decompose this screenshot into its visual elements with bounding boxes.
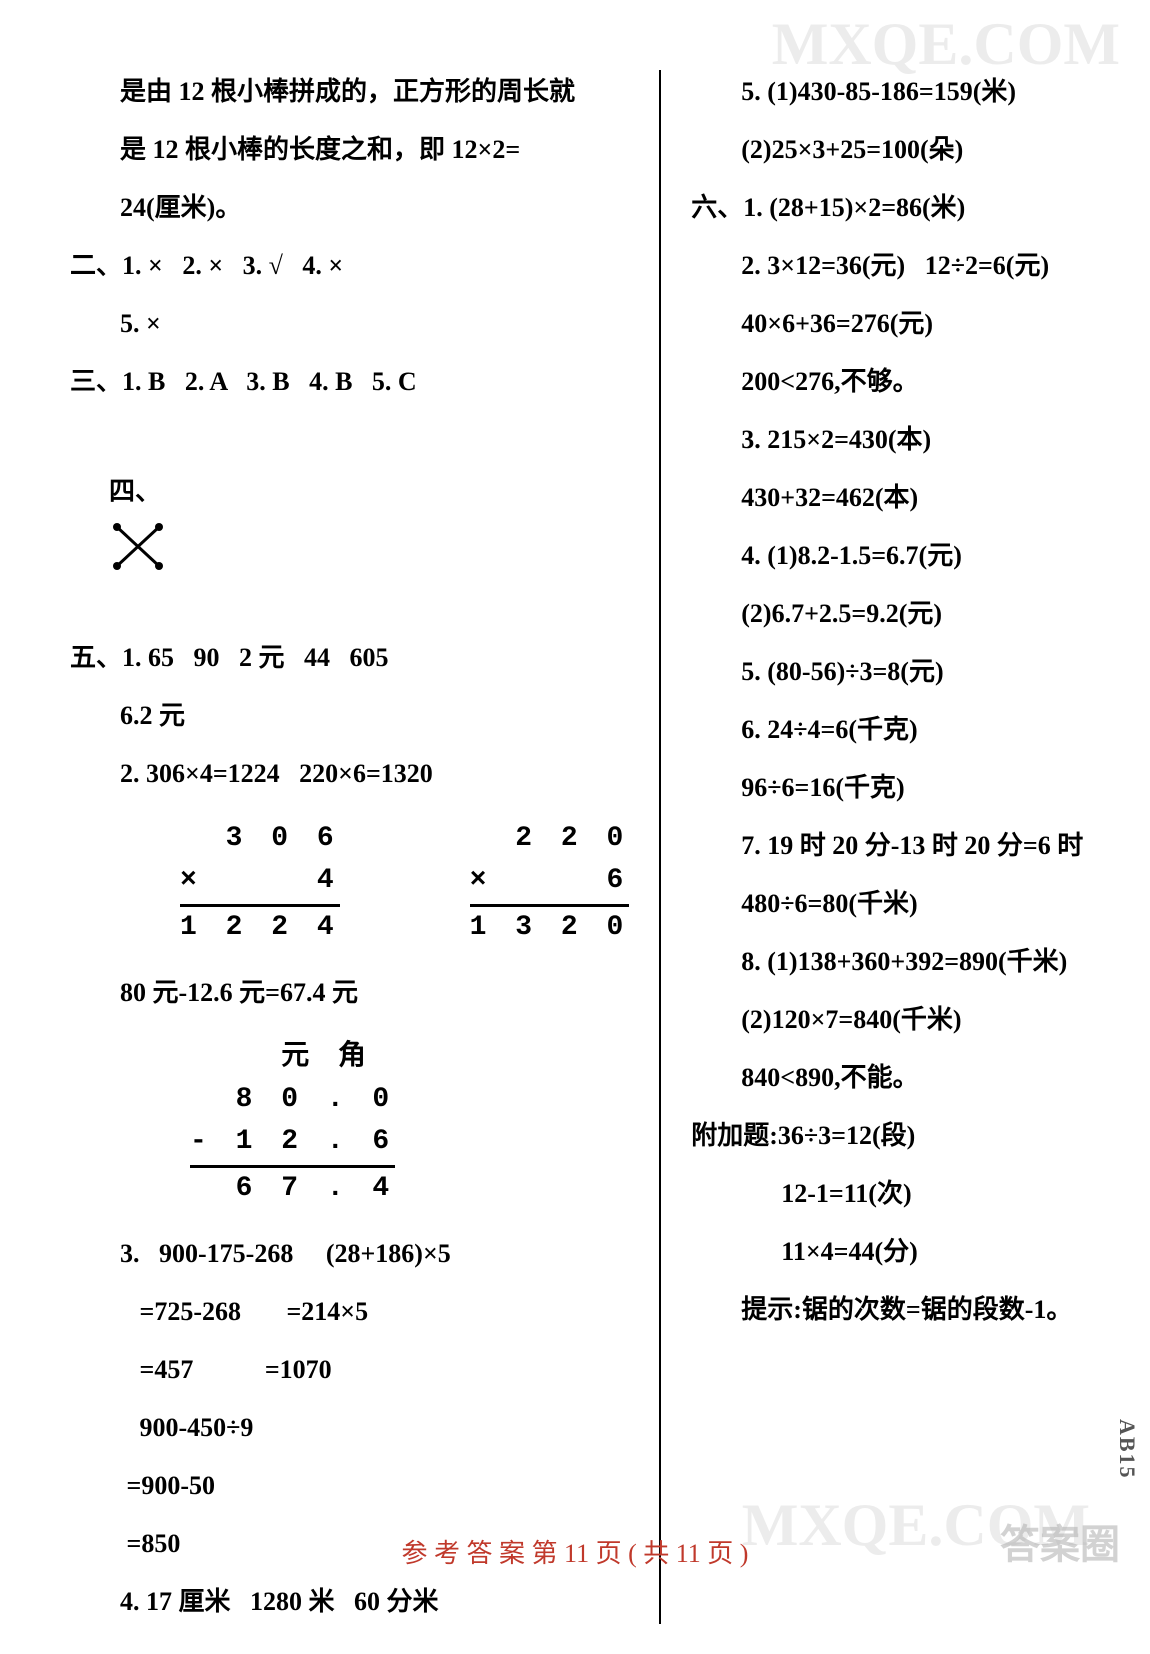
section-4: 四、 [70,414,629,626]
section-5-3c: =457 =1070 [70,1344,629,1396]
brand-watermark: 答案圈 [1000,1512,1120,1570]
calc-row: × 4 [180,860,340,902]
calc-row: 8 0 . 0 [190,1079,395,1121]
r6-1: 六、1. (28+15)×2=86(米) [691,182,1100,234]
section-5-1b: 6.2 元 [70,690,629,742]
hint-line: 提示:锯的次数=锯的段数-1。 [691,1284,1100,1336]
page-footer: 参 考 答 案 第 11 页 ( 共 11 页 ) [0,1533,1150,1570]
r6-7a: 7. 19 时 20 分-13 时 20 分=6 时 [691,820,1100,872]
section-5-3e: =900-50 [70,1460,629,1512]
calc-row: 6 7 . 4 [190,1165,395,1210]
r5-1: 5. (1)430-85-186=159(米) [691,66,1100,118]
cross-match-icon [109,519,189,574]
r6-4b: (2)6.7+2.5=9.2(元) [691,588,1100,640]
left-column: 是由 12 根小棒拼成的，正方形的周长就 是 12 根小棒的长度之和，即 12×… [70,60,659,1634]
r6-3a: 3. 215×2=430(本) [691,414,1100,466]
r6-4a: 4. (1)8.2-1.5=6.7(元) [691,530,1100,582]
section-5-3a: 3. 900-175-268 (28+186)×5 [70,1228,629,1280]
r6-8c: 840<890,不能。 [691,1052,1100,1104]
section-4-label: 四、 [109,477,161,506]
section-3: 三、1. B 2. A 3. B 4. B 5. C [70,356,629,408]
r5-2: (2)25×3+25=100(朵) [691,124,1100,176]
r6-5: 5. (80-56)÷3=8(元) [691,646,1100,698]
calc-row: 3 0 6 [180,818,340,860]
r6-8a: 8. (1)138+360+392=890(千米) [691,936,1100,988]
vertical-calc-3: 元 角 8 0 . 0 - 1 2 . 6 6 7 . 4 [190,1037,395,1210]
section-2: 二、1. × 2. × 3. √ 4. × [70,240,629,292]
r6-8b: (2)120×7=840(千米) [691,994,1100,1046]
vertical-calc-pair: 3 0 6 × 4 1 2 2 4 2 2 0 × 6 1 3 2 0 [70,806,629,961]
calc-row: 2 2 0 [470,818,630,860]
section-5-1: 五、1. 65 90 2 元 44 605 [70,632,629,684]
side-tab: AB15 [1114,1419,1140,1480]
extra-2: 12-1=11(次) [691,1168,1100,1220]
calc-row: × 6 [470,860,630,902]
intro-line: 是由 12 根小棒拼成的，正方形的周长就 [70,66,629,118]
extra-1: 附加题:36÷3=12(段) [691,1110,1100,1162]
calc-row: 1 2 2 4 [180,904,340,949]
calc-header: 元 角 [190,1037,395,1079]
r6-2a: 2. 3×12=36(元) 12÷2=6(元) [691,240,1100,292]
section-5-2c: 80 元-12.6 元=67.4 元 [70,967,629,1019]
page-content: 是由 12 根小棒拼成的，正方形的周长就 是 12 根小棒的长度之和，即 12×… [0,0,1150,1654]
vertical-calc-1: 3 0 6 × 4 1 2 2 4 [180,818,340,949]
intro-line: 是 12 根小棒的长度之和，即 12×2= [70,124,629,176]
r6-2c: 200<276,不够。 [691,356,1100,408]
extra-3: 11×4=44(分) [691,1226,1100,1278]
r6-2b: 40×6+36=276(元) [691,298,1100,350]
section-5-4: 4. 17 厘米 1280 米 60 分米 [70,1576,629,1628]
r6-6b: 96÷6=16(千克) [691,762,1100,814]
section-2b: 5. × [70,298,629,350]
intro-line: 24(厘米)。 [70,182,629,234]
r6-3b: 430+32=462(本) [691,472,1100,524]
calc-row: - 1 2 . 6 [190,1121,395,1163]
section-5-3d: 900-450÷9 [70,1402,629,1454]
r6-6a: 6. 24÷4=6(千克) [691,704,1100,756]
right-column: 5. (1)430-85-186=159(米) (2)25×3+25=100(朵… [661,60,1100,1634]
section-5-2: 2. 306×4=1224 220×6=1320 [70,748,629,800]
r6-7b: 480÷6=80(千米) [691,878,1100,930]
vertical-calc-2: 2 2 0 × 6 1 3 2 0 [470,818,630,949]
calc-row: 1 3 2 0 [470,904,630,949]
section-5-3b: =725-268 =214×5 [70,1286,629,1338]
